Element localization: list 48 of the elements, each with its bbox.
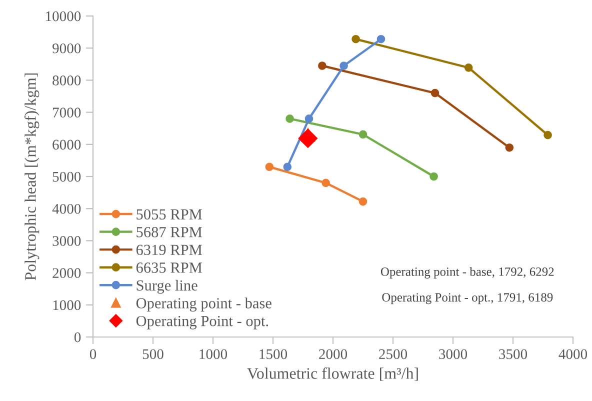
y-tick-label: 7000 [52, 108, 81, 118]
point [286, 114, 294, 123]
x-tick-label: 0 [90, 349, 96, 360]
x-tick-label: 3500 [499, 349, 528, 360]
x-tick-label: 1500 [260, 349, 288, 360]
annotation: Operating point - base, 1792, 6292 [380, 267, 554, 278]
legend-label: Operating Point - opt. [136, 316, 268, 330]
x-tick-label: 4000 [558, 349, 588, 360]
point [265, 162, 274, 172]
x-tick-label: 3000 [439, 349, 468, 360]
y-tick-label: 4000 [52, 204, 81, 214]
x-tick-label: 1000 [200, 349, 228, 360]
point [376, 34, 386, 44]
x-tick-label: 2500 [379, 349, 408, 360]
y-tick-label: 8000 [52, 76, 81, 86]
y-tick-label: 3000 [52, 236, 81, 246]
point [283, 162, 292, 172]
point [322, 178, 330, 188]
point [505, 143, 514, 152]
legend-label: 6635 RPM [136, 262, 202, 273]
y-tick-label: 2000 [52, 268, 81, 278]
x-axis-title: Volumetric flowrate [m³/h] [247, 367, 418, 381]
point [298, 128, 318, 148]
x-tick-label: 2000 [319, 349, 348, 360]
point [430, 88, 440, 98]
legend-label: 6319 RPM [136, 244, 202, 256]
x-tick-label: 500 [142, 349, 164, 360]
point [318, 62, 326, 70]
y-tick-label: 10000 [46, 11, 81, 22]
annotation: Operating Point - opt., 1791, 6189 [382, 293, 553, 304]
point [358, 197, 368, 206]
y-tick-label: 0 [74, 332, 81, 342]
point [430, 172, 438, 181]
legend-label: Surge line [136, 280, 198, 294]
legend-label: Operating point - base [136, 298, 272, 312]
legend-label: 5687 RPM [136, 226, 202, 238]
point [464, 64, 473, 72]
y-axis-title: Polytrophic head [(m*kgf)/kgm] [24, 73, 40, 280]
y-tick-label: 9000 [52, 43, 81, 54]
y-tick-label: 5000 [52, 172, 81, 182]
point [358, 130, 368, 139]
y-tick-label: 6000 [52, 140, 81, 150]
point [352, 34, 360, 44]
point [544, 130, 552, 140]
y-tick-label: 1000 [53, 300, 81, 310]
point [304, 114, 314, 123]
point [340, 62, 348, 70]
legend-label: 5055 RPM [136, 209, 202, 220]
